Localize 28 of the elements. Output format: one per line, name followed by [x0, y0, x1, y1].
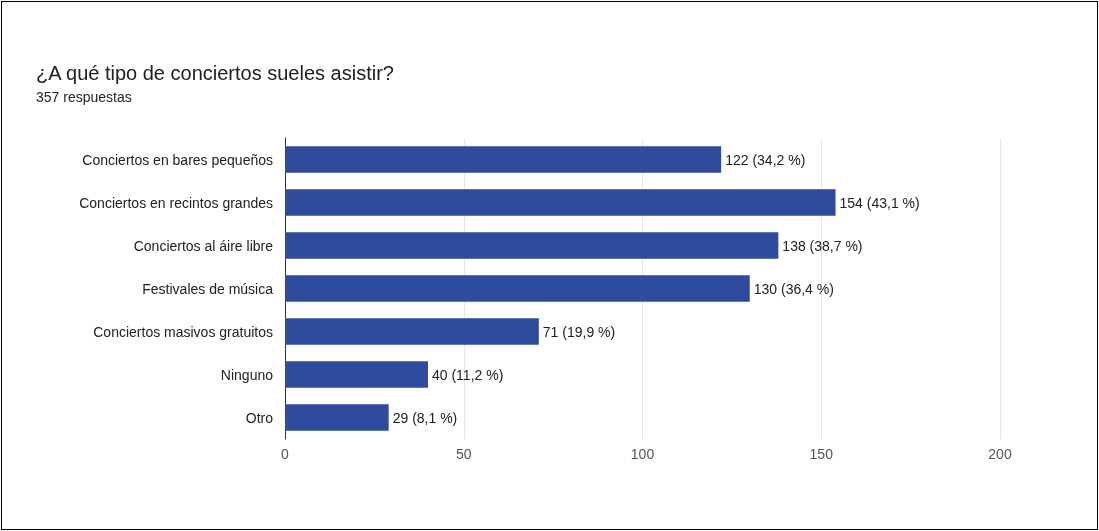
y-tick-label: Conciertos masivos gratuitos — [93, 323, 273, 340]
y-tick-label: Conciertos al áire libre — [133, 237, 274, 254]
data-label: 122 (34,2 %) — [725, 151, 806, 168]
y-tick-label: Conciertos en bares pequeños — [82, 151, 273, 168]
bar — [285, 232, 779, 259]
x-tick-label: 150 — [809, 446, 834, 462]
bar — [285, 318, 539, 345]
data-label: 138 (38,7 %) — [782, 237, 863, 254]
data-label: 71 (19,9 %) — [542, 323, 616, 340]
y-tick-label: Ninguno — [220, 366, 274, 383]
data-label: 29 (8,1 %) — [392, 409, 458, 426]
bar — [285, 361, 428, 388]
bar — [285, 404, 389, 431]
y-tick-label: Festivales de música — [142, 280, 274, 297]
bar — [285, 146, 722, 173]
x-tick-label: 100 — [630, 446, 655, 462]
data-label: 40 (11,2 %) — [432, 366, 504, 383]
y-tick-label: Conciertos en recintos grandes — [79, 194, 273, 211]
x-tick-label: 200 — [988, 446, 1012, 462]
y-tick-label: Otro — [245, 409, 274, 426]
x-tick-label: 0 — [281, 446, 290, 462]
chart-title: ¿A qué tipo de conciertos sueles asistir? — [36, 62, 394, 85]
data-label: 154 (43,1 %) — [839, 194, 920, 211]
bar — [285, 189, 836, 216]
text: 357 respuestas — [36, 89, 132, 105]
x-tick-label: 50 — [455, 446, 472, 462]
data-label: 130 (36,4 %) — [753, 280, 834, 297]
bar — [285, 275, 750, 302]
